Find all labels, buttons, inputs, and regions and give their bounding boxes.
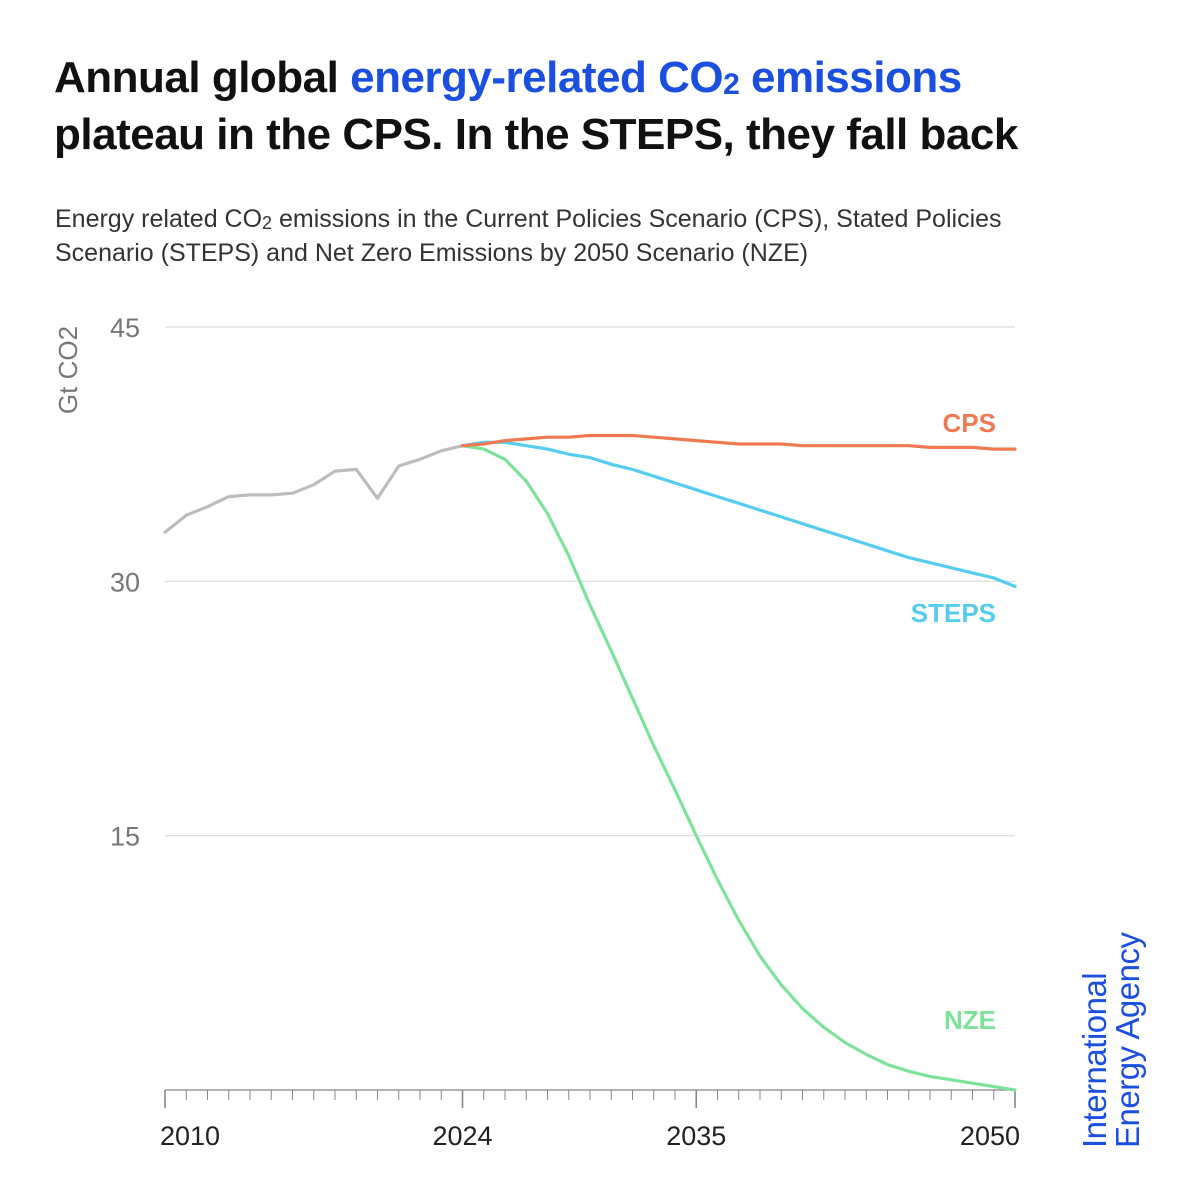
y-tick-label-15: 15 [110,822,140,852]
series-label-nze: NZE [944,1005,996,1035]
brand-line1: International [1076,972,1113,1148]
series-label-steps: STEPS [911,598,996,628]
title-highlight: energy-related CO2 emissions [350,53,962,102]
y-axis-label: Gt CO2 [53,326,83,414]
x-tick-label-2010: 2010 [160,1121,220,1151]
y-tick-label-30: 30 [110,567,140,597]
subtitle-part2: emissions in the Current Policies Scenar… [55,205,1002,267]
subtitle-part1: Energy related CO [55,205,263,233]
y-tick-label-45: 45 [110,313,140,343]
series-labels: CPS STEPS NZE [911,408,996,1035]
y-axis-ticks: 15 30 45 [110,313,140,852]
grid-lines [165,326,1015,837]
series-label-cps: CPS [943,408,996,438]
x-axis: 2010 2024 2035 2050 [160,1089,1020,1151]
chart-title: Annual global energy-related CO2 emissio… [54,52,1154,161]
title-highlight-end: emissions [739,53,962,102]
series-line-nze [460,444,1017,1092]
x-tick-label-2035: 2035 [666,1121,726,1151]
title-highlight-subscript: 2 [723,68,740,101]
series-line-steps [460,440,1017,588]
title-highlight-main: energy-related CO [350,53,724,102]
subtitle-subscript: 2 [262,213,273,233]
brand-line2: Energy Agency [1109,932,1146,1148]
x-tick-label-2050: 2050 [960,1121,1020,1151]
x-tick-label-2024: 2024 [432,1121,492,1151]
chart-subtitle: Energy related CO2 emissions in the Curr… [55,203,1095,269]
series-line-cps [460,433,1017,451]
title-line2: plateau in the CPS. In the STEPS, they f… [54,110,1018,159]
iea-logo: International Energy Agency [1076,932,1146,1148]
series-lines [163,433,1017,1092]
series-line-historical [163,444,465,534]
title-part1: Annual global [54,53,351,102]
